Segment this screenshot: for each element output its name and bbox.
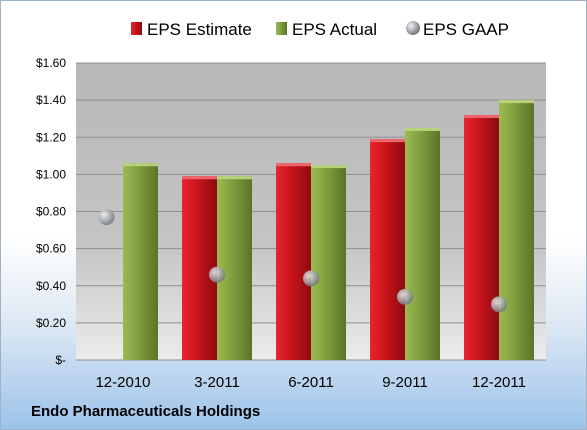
- x-tick-label: 12-2010: [95, 374, 150, 391]
- y-tick-label: $0.40: [36, 279, 66, 293]
- legend-label: EPS Actual: [292, 20, 377, 39]
- legend-swatch: [276, 22, 287, 35]
- marker-eps-gaap: [209, 266, 225, 283]
- legend-label: EPS GAAP: [423, 20, 509, 39]
- bar-eps-estimate-top: [370, 139, 405, 143]
- y-tick-label: $0.20: [36, 316, 66, 330]
- y-tick-label: $1.60: [36, 56, 66, 70]
- bar-eps-estimate: [370, 139, 405, 360]
- marker-eps-gaap: [303, 270, 319, 287]
- legend-label: EPS Estimate: [147, 20, 252, 39]
- bar-eps-estimate: [182, 176, 217, 360]
- x-tick-label: 6-2011: [288, 374, 334, 391]
- legend-swatch: [131, 22, 142, 35]
- y-tick-label: $0.80: [36, 205, 66, 219]
- bar-eps-actual-top: [499, 100, 534, 104]
- marker-eps-gaap: [491, 296, 507, 313]
- bar-eps-actual-top: [217, 176, 252, 180]
- bar-eps-estimate: [276, 163, 311, 360]
- marker-eps-gaap: [98, 209, 115, 226]
- bar-eps-actual: [123, 163, 158, 360]
- bar-eps-actual: [311, 165, 346, 360]
- bar-eps-estimate-top: [182, 176, 217, 180]
- bar-eps-actual: [499, 100, 534, 360]
- y-tick-label: $1.20: [36, 130, 66, 144]
- bar-eps-estimate-top: [464, 114, 499, 118]
- marker-eps-gaap: [397, 288, 413, 305]
- bar-eps-actual-top: [123, 163, 158, 167]
- y-tick-label: $1.00: [36, 167, 66, 181]
- bar-eps-estimate: [464, 114, 499, 360]
- bar-eps-estimate-top: [276, 163, 311, 167]
- y-tick-label: $1.40: [36, 93, 66, 107]
- company-name: Endo Pharmaceuticals Holdings: [31, 403, 261, 420]
- bar-eps-actual-top: [405, 127, 440, 131]
- legend-swatch: [406, 21, 420, 35]
- x-tick-label: 9-2011: [382, 374, 428, 391]
- bar-eps-actual-top: [311, 165, 346, 169]
- y-tick-label: $0.60: [36, 242, 66, 256]
- bar-eps-actual: [405, 127, 440, 360]
- x-tick-label: 12-2011: [472, 374, 526, 391]
- bar-eps-actual: [217, 176, 252, 360]
- y-tick-label: $-: [55, 353, 66, 367]
- x-tick-label: 3-2011: [194, 374, 240, 391]
